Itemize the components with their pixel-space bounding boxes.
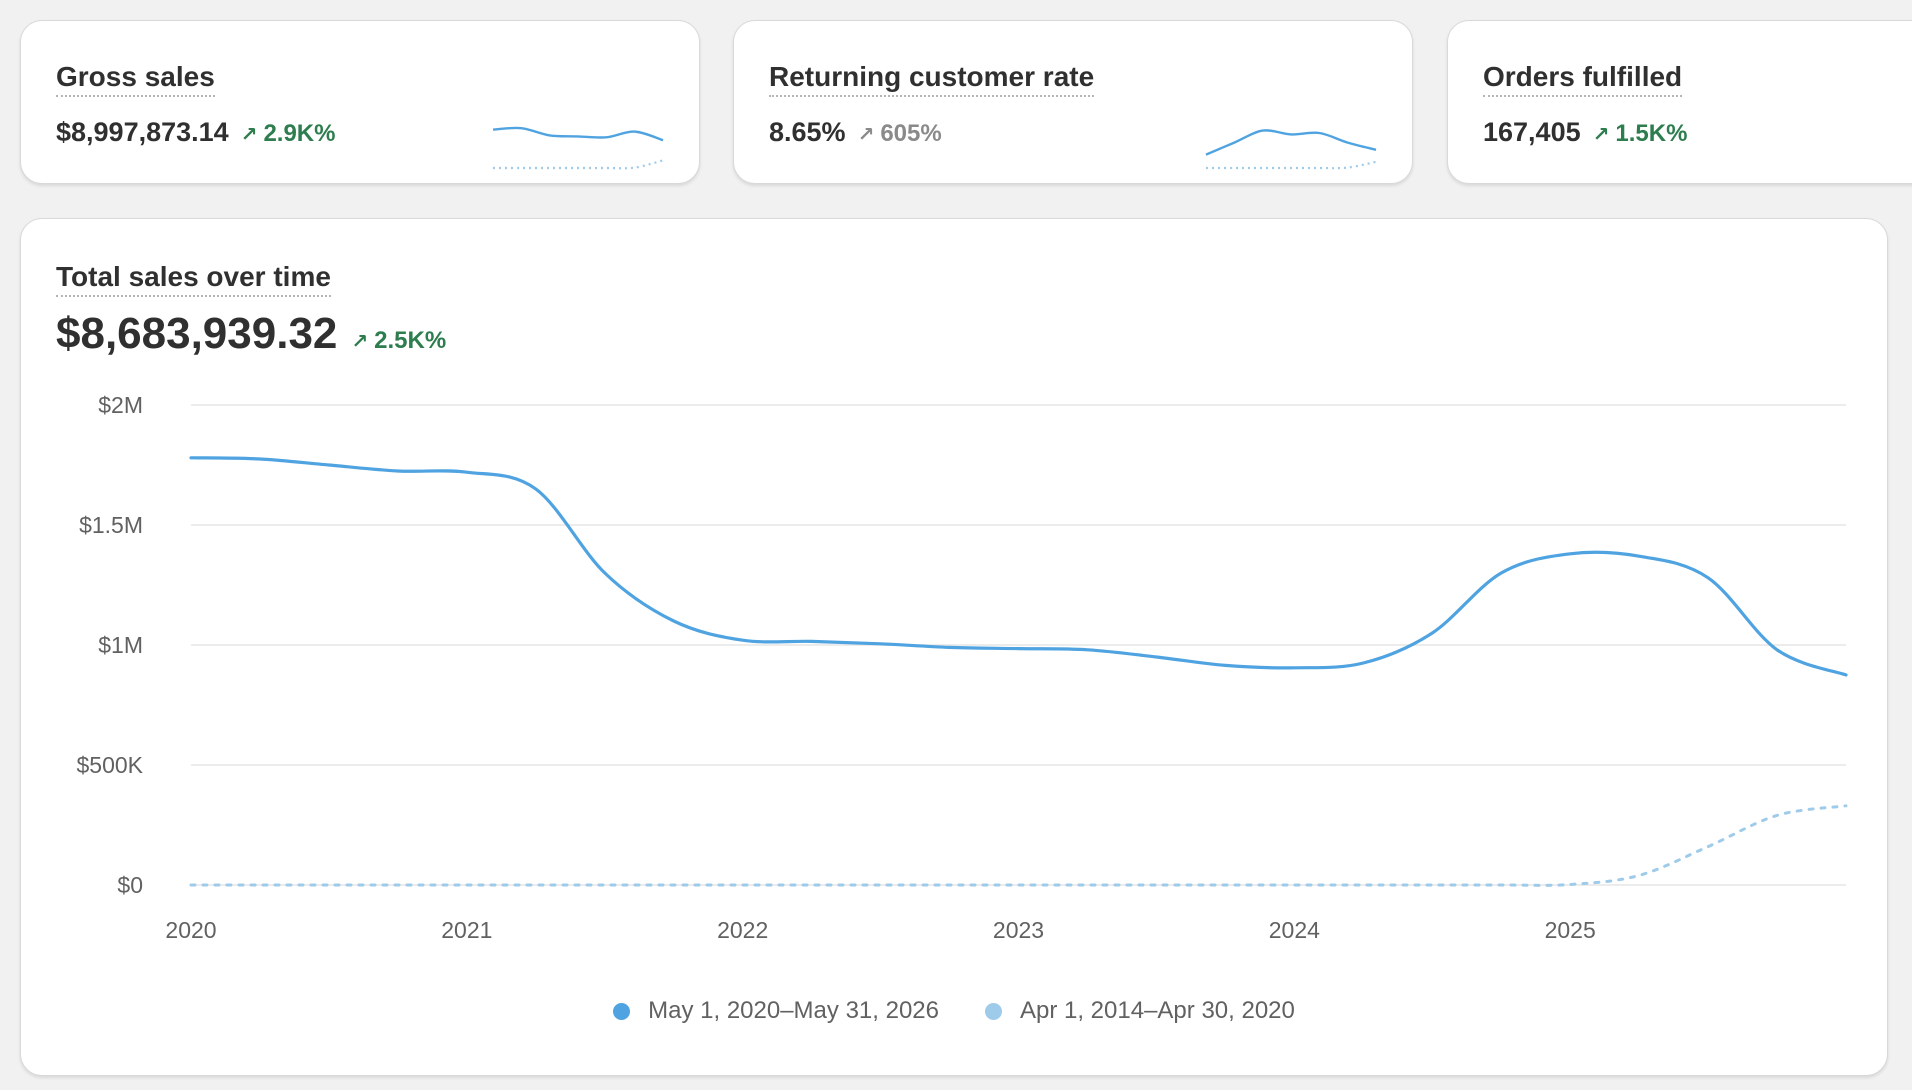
- kpi-title[interactable]: Orders fulfilled: [1483, 61, 1683, 97]
- legend-item-current[interactable]: May 1, 2020–May 31, 2026: [613, 997, 939, 1025]
- delta-value: 2.9K%: [263, 120, 336, 147]
- kpi-title[interactable]: Gross sales: [56, 61, 215, 97]
- sparkline-previous: [493, 159, 664, 170]
- x-tick-label: 2024: [1269, 917, 1320, 943]
- sparkline-current: [1205, 129, 1377, 156]
- legend-label: May 1, 2020–May 31, 2026: [648, 997, 939, 1024]
- total-sales-chart-card: Total sales over time $8,683,939.32 ↗ 2.…: [20, 218, 1888, 1076]
- y-tick-label: $2M: [98, 392, 143, 418]
- chart-value-row: $8,683,939.32 ↗ 2.5K%: [56, 309, 446, 359]
- series-line-previous[interactable]: [189, 804, 1848, 887]
- legend-item-previous[interactable]: Apr 1, 2014–Apr 30, 2020: [984, 997, 1295, 1025]
- x-tick-label: 2025: [1545, 917, 1596, 943]
- delta-value: 1.5K%: [1615, 120, 1688, 147]
- delta-badge: ↗ 605%: [858, 120, 942, 148]
- x-tick-label: 2023: [993, 917, 1044, 943]
- delta-value: 605%: [880, 120, 942, 147]
- kpi-value-row: 8.65% ↗ 605%: [769, 117, 942, 148]
- y-tick-label: $1M: [98, 632, 143, 658]
- kpi-title[interactable]: Returning customer rate: [769, 61, 1095, 97]
- x-tick-label: 2022: [717, 917, 768, 943]
- line-chart[interactable]: $0 $500K $1M $1.5M $2M 2020 2021 2022 2023 2024 20…: [21, 219, 1889, 979]
- kpi-value-row: 167,405 ↗ 1.5K%: [1483, 117, 1687, 148]
- y-tick-label: $1.5M: [79, 512, 143, 538]
- arrow-up-right-icon: ↗: [351, 331, 369, 353]
- series-line-current[interactable]: [189, 456, 1848, 677]
- y-tick-label: $0: [117, 872, 143, 898]
- kpi-card-orders-fulfilled[interactable]: Orders fulfilled 167,405 ↗ 1.5K%: [1447, 20, 1912, 184]
- chart-total-value: $8,683,939.32: [56, 309, 338, 358]
- kpi-value: $8,997,873.14: [56, 117, 229, 147]
- chart-legend: May 1, 2020–May 31, 2026 Apr 1, 2014–Apr…: [21, 997, 1887, 1025]
- kpi-value: 167,405: [1483, 117, 1581, 147]
- arrow-up-right-icon: ↗: [1592, 124, 1610, 146]
- circle-icon: [613, 1002, 631, 1020]
- sparkline: [1205, 129, 1377, 170]
- sparkline-previous: [1206, 160, 1377, 170]
- arrow-up-right-icon: ↗: [240, 124, 258, 146]
- kpi-card-gross-sales[interactable]: Gross sales $8,997,873.14 ↗ 2.9K%: [20, 20, 700, 184]
- sparkline-current: [492, 126, 664, 142]
- sparkline: [492, 126, 664, 170]
- legend-label: Apr 1, 2014–Apr 30, 2020: [1019, 997, 1295, 1024]
- circle-icon: [984, 1002, 1002, 1020]
- chart-title[interactable]: Total sales over time: [56, 261, 331, 297]
- delta-badge: ↗ 1.5K%: [1593, 120, 1688, 148]
- kpi-card-returning-customer-rate[interactable]: Returning customer rate 8.65% ↗ 605%: [733, 20, 1413, 184]
- delta-value: 2.5K%: [374, 327, 447, 354]
- kpi-value: 8.65%: [769, 117, 846, 147]
- arrow-up-right-icon: ↗: [857, 124, 875, 146]
- delta-badge: ↗ 2.5K%: [351, 327, 446, 355]
- x-tick-label: 2020: [165, 917, 216, 943]
- y-tick-label: $500K: [76, 752, 143, 778]
- kpi-value-row: $8,997,873.14 ↗ 2.9K%: [56, 117, 335, 148]
- delta-badge: ↗ 2.9K%: [241, 120, 336, 148]
- x-tick-label: 2021: [441, 917, 492, 943]
